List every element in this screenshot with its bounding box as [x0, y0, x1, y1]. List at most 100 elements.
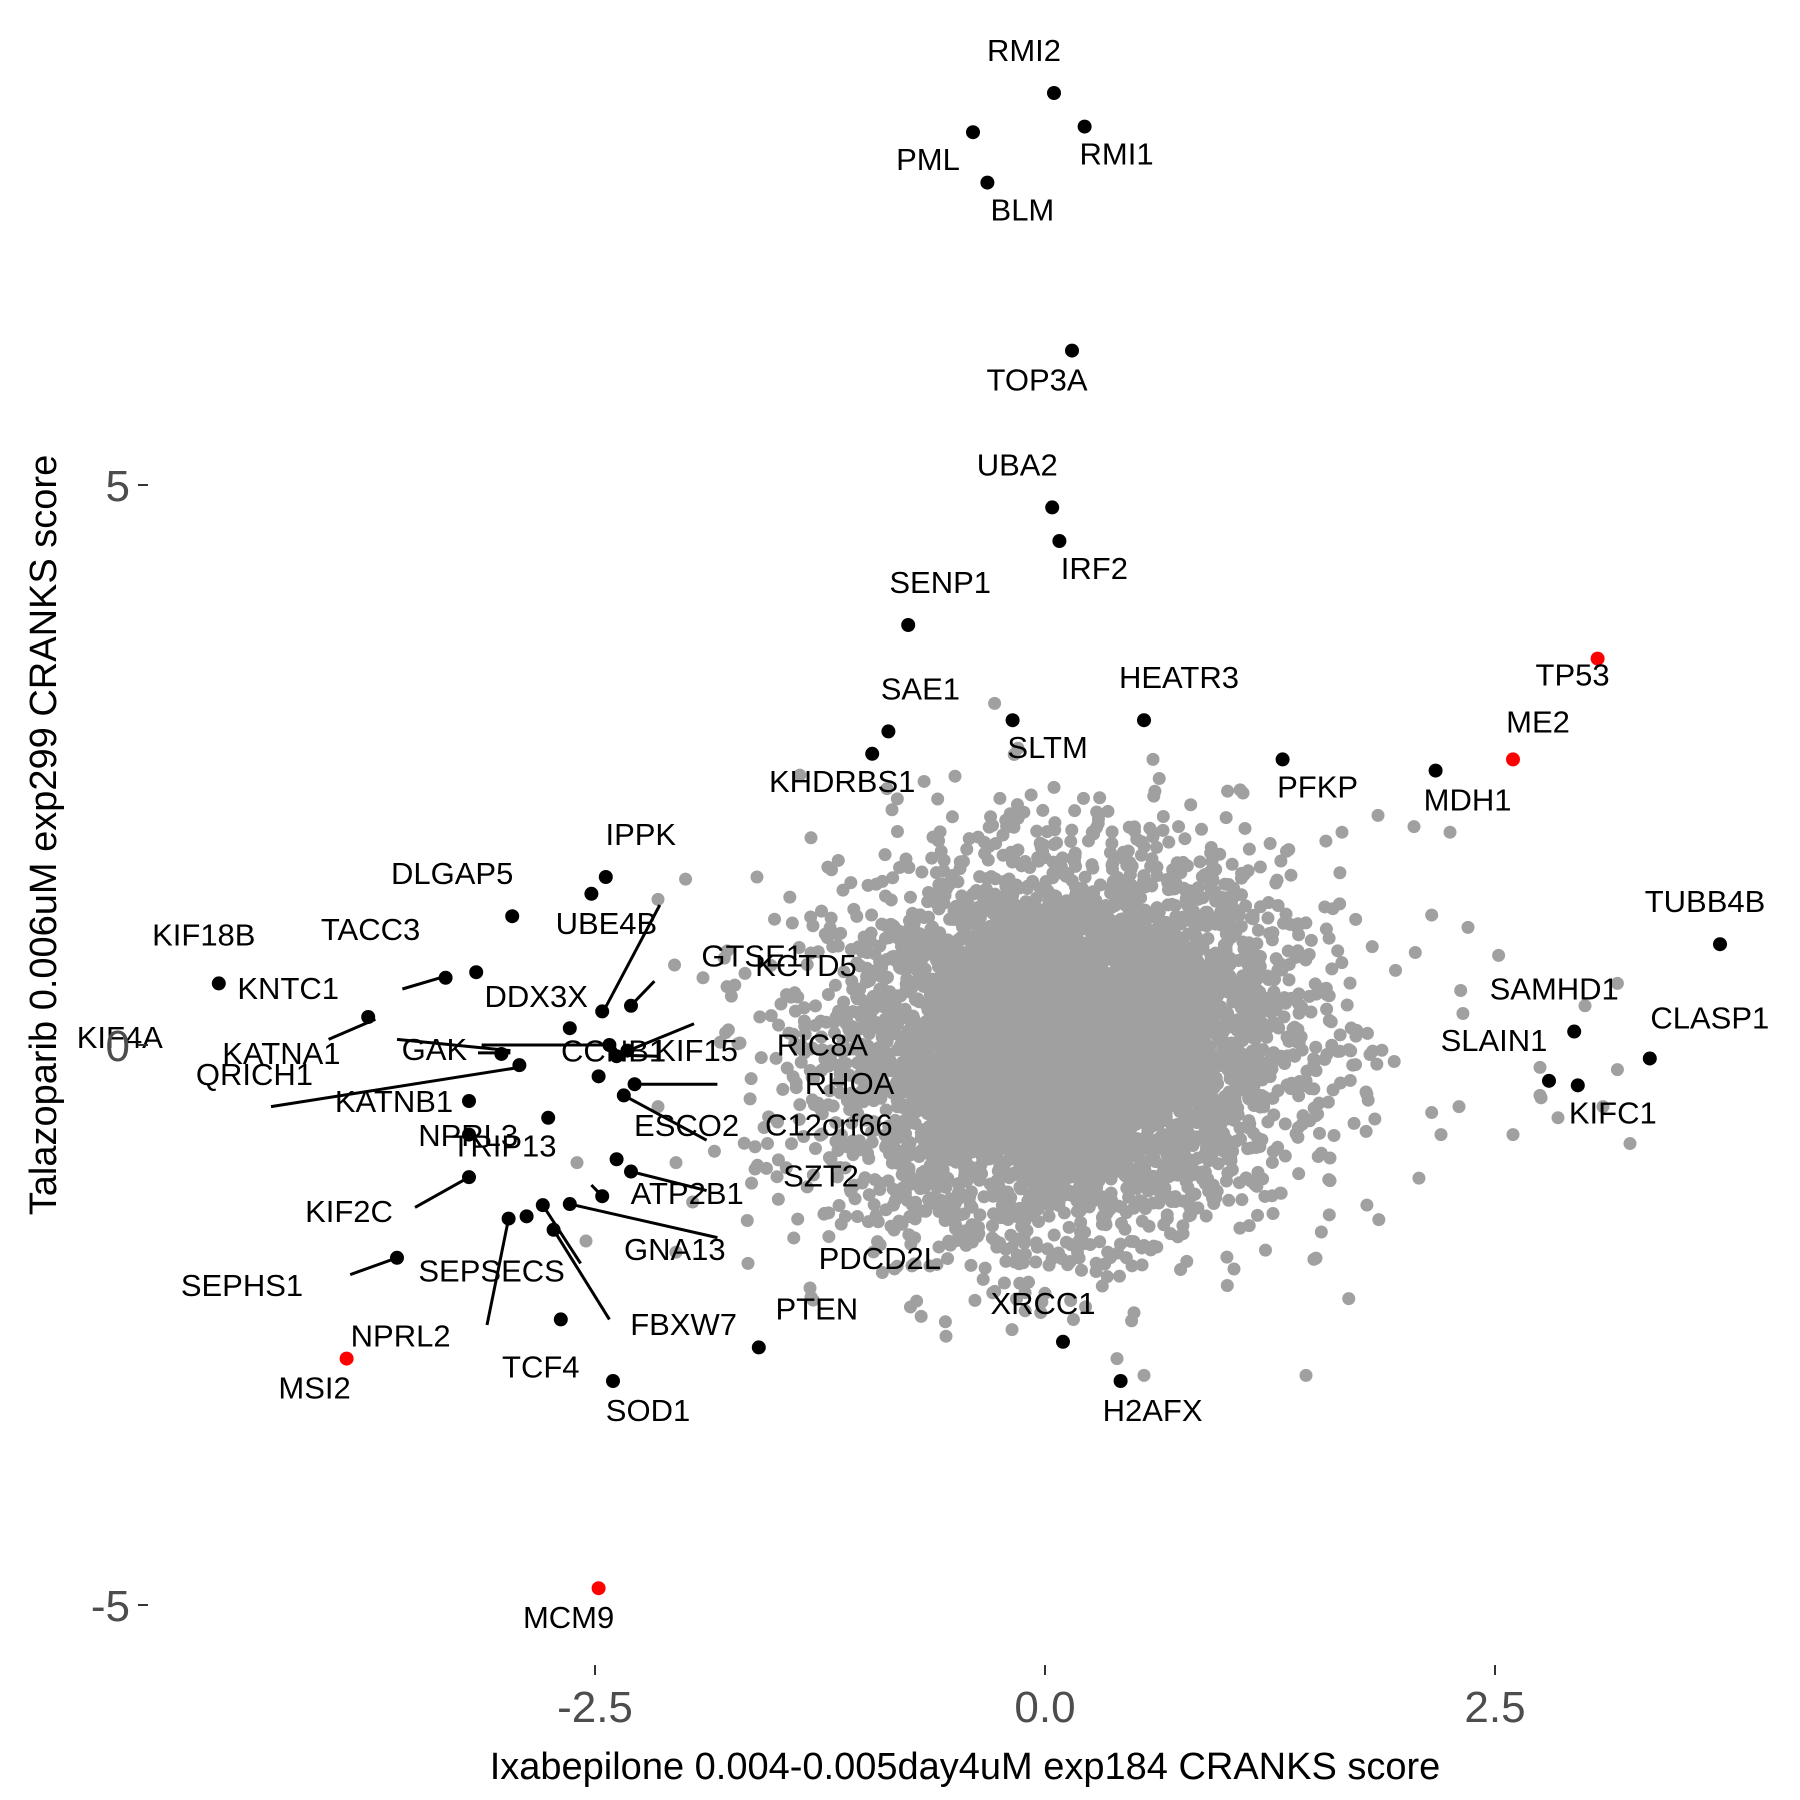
- background-point: [1284, 868, 1298, 882]
- background-point: [1311, 1149, 1325, 1163]
- background-point: [1118, 1222, 1132, 1236]
- background-point: [938, 1214, 952, 1228]
- background-point: [1331, 944, 1345, 958]
- background-point: [1363, 1048, 1377, 1062]
- background-point: [954, 1208, 968, 1222]
- background-point: [1242, 1092, 1256, 1106]
- background-point: [879, 1103, 893, 1117]
- background-point: [808, 999, 822, 1013]
- background-point: [836, 883, 850, 897]
- background-point: [740, 1213, 754, 1227]
- background-point: [1052, 1198, 1066, 1212]
- background-point: [1172, 820, 1186, 834]
- background-point: [1262, 973, 1276, 987]
- background-point: [914, 1126, 928, 1140]
- background-point: [957, 891, 971, 905]
- background-point: [1127, 820, 1141, 834]
- background-point: [838, 1209, 852, 1223]
- background-point: [1078, 870, 1092, 884]
- background-point: [1148, 784, 1162, 798]
- background-point: [960, 842, 974, 856]
- background-point: [779, 1161, 793, 1175]
- background-point: [1279, 844, 1293, 858]
- background-point: [1176, 1227, 1190, 1241]
- background-point: [731, 1037, 745, 1051]
- background-point: [1219, 1174, 1233, 1188]
- background-point: [787, 1231, 801, 1245]
- background-point: [1251, 1208, 1265, 1222]
- background-point: [791, 1212, 805, 1226]
- background-point: [1346, 1058, 1360, 1072]
- background-point: [1253, 860, 1267, 874]
- background-point: [882, 1047, 896, 1061]
- background-point: [797, 1129, 811, 1143]
- background-point: [1184, 798, 1198, 812]
- background-point: [1368, 1112, 1382, 1126]
- background-point: [890, 825, 904, 839]
- background-point: [884, 893, 898, 907]
- background-point: [1342, 1292, 1356, 1306]
- background-point: [1326, 1083, 1340, 1097]
- background-point: [1242, 842, 1256, 856]
- background-point: [1179, 885, 1193, 899]
- background-point: [931, 792, 945, 806]
- background-point: [862, 1152, 876, 1166]
- background-point: [842, 1068, 856, 1082]
- background-point: [998, 874, 1012, 888]
- background-point: [982, 820, 996, 834]
- background-point: [1360, 1198, 1374, 1212]
- background-point: [1412, 1171, 1426, 1185]
- background-point: [1302, 989, 1316, 1003]
- background-point: [1089, 1256, 1103, 1270]
- background-point: [1347, 1116, 1361, 1130]
- background-point: [1029, 891, 1043, 905]
- background-point: [1005, 1323, 1019, 1337]
- background-point: [1319, 834, 1333, 848]
- background-point: [1250, 937, 1264, 951]
- background-point: [1312, 1096, 1326, 1110]
- background-point: [1051, 1246, 1065, 1260]
- background-point: [1309, 1251, 1323, 1265]
- background-point: [1408, 945, 1422, 959]
- background-point: [815, 904, 829, 918]
- background-point: [1064, 834, 1078, 848]
- background-point: [737, 1136, 751, 1150]
- background-point: [1258, 1243, 1272, 1257]
- background-point: [831, 939, 845, 953]
- background-point: [1312, 1126, 1326, 1140]
- background-point: [748, 1140, 762, 1154]
- background-point: [848, 1192, 862, 1206]
- background-point: [1105, 836, 1119, 850]
- background-point: [1141, 1184, 1155, 1198]
- background-point: [1327, 1129, 1341, 1143]
- background-point: [1178, 832, 1192, 846]
- background-point: [818, 927, 832, 941]
- background-point: [1066, 1313, 1080, 1327]
- background-point: [794, 1055, 808, 1069]
- background-point: [1238, 867, 1252, 881]
- background-point: [851, 982, 865, 996]
- background-point: [1016, 913, 1030, 927]
- background-point: [1265, 1155, 1279, 1169]
- background-point: [785, 916, 799, 930]
- background-point: [1076, 791, 1090, 805]
- background-point: [1010, 1152, 1024, 1166]
- background-point: [875, 874, 889, 888]
- background-point: [1308, 977, 1322, 991]
- background-point: [1191, 892, 1205, 906]
- background-point: [1105, 858, 1119, 872]
- background-point: [806, 919, 820, 933]
- background-point: [907, 1257, 921, 1271]
- background-point: [1125, 1314, 1139, 1328]
- background-point: [1322, 1208, 1336, 1222]
- background-point: [1156, 823, 1170, 837]
- background-point: [1004, 1228, 1018, 1242]
- background-point: [797, 1014, 811, 1028]
- background-point: [1068, 922, 1082, 936]
- background-point: [1225, 857, 1239, 871]
- background-point: [886, 1182, 900, 1196]
- background-point: [1191, 881, 1205, 895]
- background-point: [1116, 845, 1130, 859]
- background-point: [1292, 1089, 1306, 1103]
